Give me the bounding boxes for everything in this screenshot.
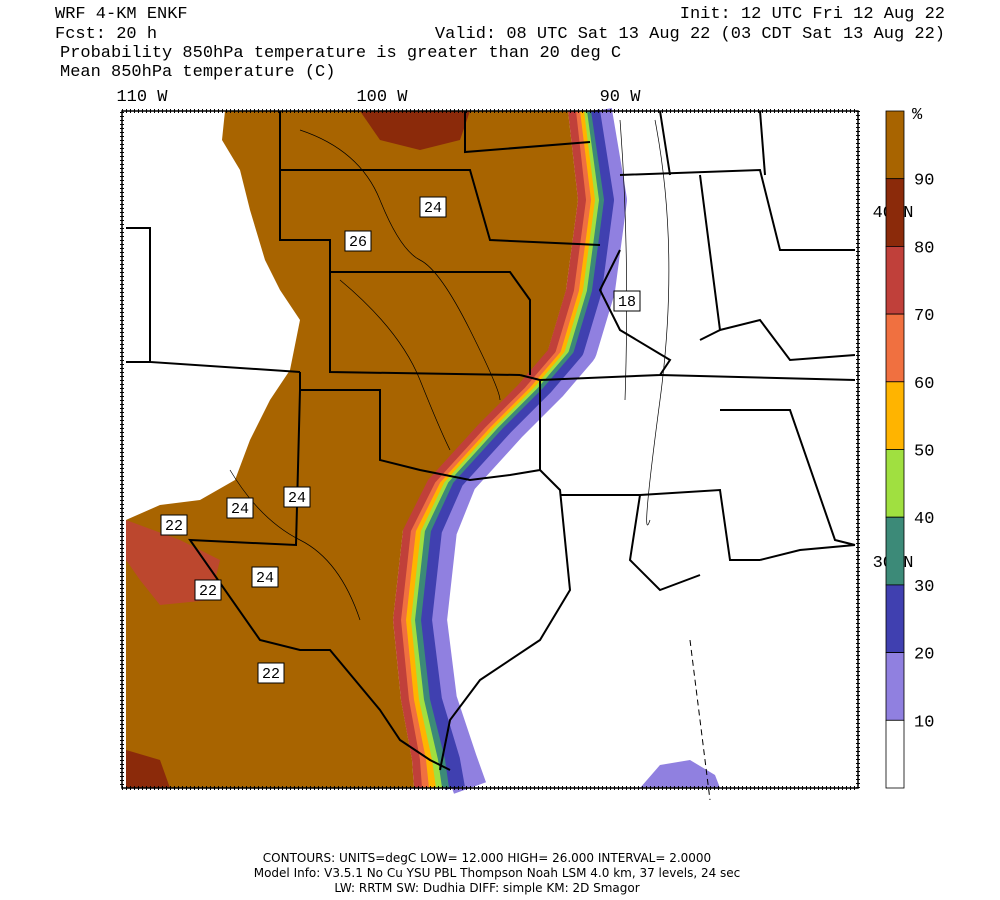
contour-label: 22: [199, 583, 217, 600]
contour-label: 26: [349, 234, 367, 251]
state-boundaries: [126, 110, 856, 801]
contour-label-box: [160, 514, 188, 536]
contour-label: 18: [618, 294, 636, 311]
colorbar-swatch: [885, 110, 905, 180]
contour-label: 24: [231, 501, 249, 518]
forecast-hour: Fcst: 20 h: [55, 25, 157, 44]
colorbar-swatch: [885, 652, 905, 721]
lon-label: 100 W: [356, 88, 408, 107]
contour-label-box: [257, 662, 285, 684]
contour-labels: 24 26 18 24 24 22 24 22 22: [160, 196, 641, 684]
model-title: WRF 4-KM ENKF: [55, 5, 188, 24]
contour-label-box: [226, 497, 254, 519]
contour-label: 24: [288, 490, 306, 507]
contour-lines: [229, 119, 670, 621]
colorbar-label: 60: [914, 375, 934, 394]
colorbar-swatch: [885, 178, 905, 247]
colorbar-swatch: [885, 449, 905, 518]
colorbar-label: 40: [914, 510, 934, 529]
colorbar-swatch: [885, 245, 905, 315]
scattered-area: [126, 750, 170, 788]
colorbar-swatch: [885, 381, 905, 450]
contour-label-box: [613, 290, 641, 312]
contour-label-box: [251, 566, 279, 588]
probability-bands: [393, 108, 720, 794]
colorbar-swatch: [885, 516, 905, 586]
footer-line: LW: RRTM SW: Dudhia DIFF: simple KM: 2D …: [334, 881, 639, 895]
colorbar-label: 80: [914, 239, 934, 258]
contour-title: Mean 850hPa temperature (C): [60, 63, 335, 82]
init-time: Init: 12 UTC Fri 12 Aug 22: [680, 5, 945, 24]
contour-label-box: [194, 579, 222, 601]
colorbar-swatch: [885, 584, 905, 654]
colorbar-label: 50: [914, 443, 934, 462]
colorbar-label: 20: [914, 646, 934, 665]
map-frame: [121, 110, 859, 789]
colorbar-swatch: [885, 313, 905, 383]
contour-label: 24: [256, 570, 274, 587]
contour-label-box: [283, 486, 311, 508]
footer-line: Model Info: V3.5.1 No Cu YSU PBL Thompso…: [254, 866, 741, 880]
lon-label: 90 W: [600, 88, 642, 107]
high-probability-area: [126, 111, 578, 788]
field-title: Probability 850hPa temperature is greate…: [60, 44, 621, 63]
contour-label-box: [344, 230, 372, 252]
contour-label-box: [419, 196, 447, 218]
colorbar-label: 70: [914, 307, 934, 326]
colorbar: % 90 80 70 60 50 40 30 20 10: [885, 106, 934, 789]
contour-label: 22: [165, 518, 183, 535]
contour-label: 24: [424, 200, 442, 217]
colorbar-label: 30: [914, 578, 934, 597]
lon-label: 110 W: [116, 88, 168, 107]
colorbar-swatch: [885, 719, 905, 789]
colorbar-label: 10: [914, 713, 934, 732]
valid-time: Valid: 08 UTC Sat 13 Aug 22 (03 CDT Sat …: [435, 25, 945, 44]
colorbar-label: 90: [914, 172, 934, 191]
very-high-probability-area: [360, 111, 470, 150]
contour-label: 22: [262, 666, 280, 683]
map: [120, 108, 860, 801]
colorbar-unit: %: [912, 106, 923, 125]
footer-line: CONTOURS: UNITS=degC LOW= 12.000 HIGH= 2…: [263, 851, 711, 865]
